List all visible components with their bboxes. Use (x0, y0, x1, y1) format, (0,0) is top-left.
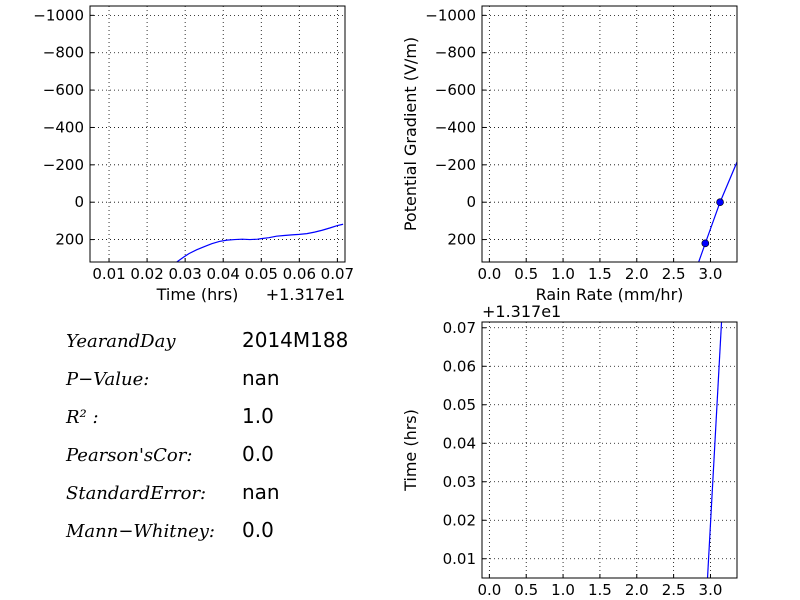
stat-value-mann-whitney: 0.0 (242, 518, 274, 542)
stat-value-pearsons-cor: 0.0 (242, 442, 274, 466)
stat-value-r-squared: 1.0 (242, 404, 274, 428)
y-tick-label: −200 (435, 156, 476, 174)
y-tick-label: −800 (435, 44, 476, 62)
y-tick-label: −400 (43, 118, 84, 136)
y-tick-label: 0.01 (443, 550, 476, 568)
x-tick-label: 0.03 (168, 265, 201, 283)
stat-label-mann-whitney: Mann−Whitney: (65, 521, 215, 542)
y-tick-label: 0 (466, 193, 476, 211)
x-tick-label: 0.0 (477, 581, 501, 599)
x-tick-label: 2.0 (625, 265, 649, 283)
stat-label-year-and-day: YearandDay (66, 331, 176, 352)
x-tick-label: 2.5 (662, 265, 686, 283)
y-tick-label: −400 (435, 118, 476, 136)
data-point (716, 198, 724, 207)
x-tick-label: 0.5 (514, 265, 538, 283)
rain-rate-vs-time-chart: 0.0 0.5 1.0 1.5 2.0 2.5 3.0 0.01 0.02 0.03 0.04 0.0… (401, 302, 738, 599)
y-tick-label: −800 (43, 44, 84, 62)
y-tick-label: −600 (435, 81, 476, 99)
x-tick-label: 0.01 (92, 265, 125, 283)
stat-label-standard-error: StandardError: (66, 483, 206, 504)
series-line (698, 161, 737, 262)
y-tick-label: 200 (447, 231, 476, 249)
y-tick-label: 0.05 (443, 396, 476, 414)
x-tick-label: 0.0 (477, 265, 501, 283)
axes-frame (89, 5, 346, 263)
y-tick-label: −600 (43, 81, 84, 99)
x-tick-label: 0.5 (514, 581, 538, 599)
x-tick-label: 0.05 (245, 265, 278, 283)
data-point (701, 239, 710, 248)
axes-frame (481, 5, 738, 263)
y-tick-label: 0 (74, 193, 84, 211)
x-tick-label: 0.06 (283, 265, 316, 283)
x-tick-label: 1.5 (588, 581, 612, 599)
x-tick-label: 0.07 (321, 265, 354, 283)
y-tick-label: 0.07 (443, 319, 476, 337)
stat-label-pearsons-cor: Pearson'sCor: (65, 445, 192, 466)
rain-rate-vs-potential-gradient-chart: 0.0 0.5 1.0 1.5 2.0 2.5 3.0 −1000 −800 −600 −400 −2… (401, 5, 738, 304)
x-tick-label: 1.0 (551, 581, 575, 599)
x-tick-label: 0.02 (130, 265, 163, 283)
x-tick-label: 1.5 (588, 265, 612, 283)
x-axis-offset-label: +1.317e1 (266, 285, 345, 304)
y-axis-label: Potential Gradient (V/m) (401, 37, 420, 231)
series-line (176, 223, 344, 262)
time-vs-potential-gradient-chart: 0.01 0.02 0.03 0.04 0.05 0.06 0.07 −1000 −800 −60… (33, 5, 354, 304)
y-axis-label: Time (hrs) (401, 409, 420, 492)
y-tick-label: −1000 (33, 6, 84, 24)
x-tick-label: 3.0 (699, 581, 723, 599)
x-tick-label: 1.0 (551, 265, 575, 283)
y-axis-offset-label: +1.317e1 (482, 302, 561, 321)
y-tick-label: 0.06 (443, 357, 476, 375)
x-axis-label: Time (hrs) (156, 285, 239, 304)
x-tick-label: 2.0 (625, 581, 649, 599)
stat-value-p-value: nan (242, 366, 280, 390)
stat-label-p-value: P−Value: (65, 369, 149, 390)
series-line (706, 322, 723, 578)
y-tick-label: 0.04 (443, 434, 476, 452)
axes-frame (481, 321, 738, 579)
stat-value-year-and-day: 2014M188 (242, 328, 348, 352)
y-tick-label: −200 (43, 156, 84, 174)
y-tick-label: −1000 (425, 6, 476, 24)
y-tick-label: 0.02 (443, 511, 476, 529)
x-axis-label: Rain Rate (mm/hr) (536, 285, 684, 304)
stat-label-r-squared: R² : (65, 407, 99, 428)
y-tick-label: 0.03 (443, 473, 476, 491)
x-tick-label: 0.04 (207, 265, 240, 283)
y-tick-label: 200 (55, 231, 84, 249)
stat-value-standard-error: nan (242, 480, 280, 504)
stats-table: YearandDay 2014M188 P−Value: nan R² : 1.… (65, 328, 348, 542)
x-tick-label: 3.0 (699, 265, 723, 283)
x-tick-label: 2.5 (662, 581, 686, 599)
